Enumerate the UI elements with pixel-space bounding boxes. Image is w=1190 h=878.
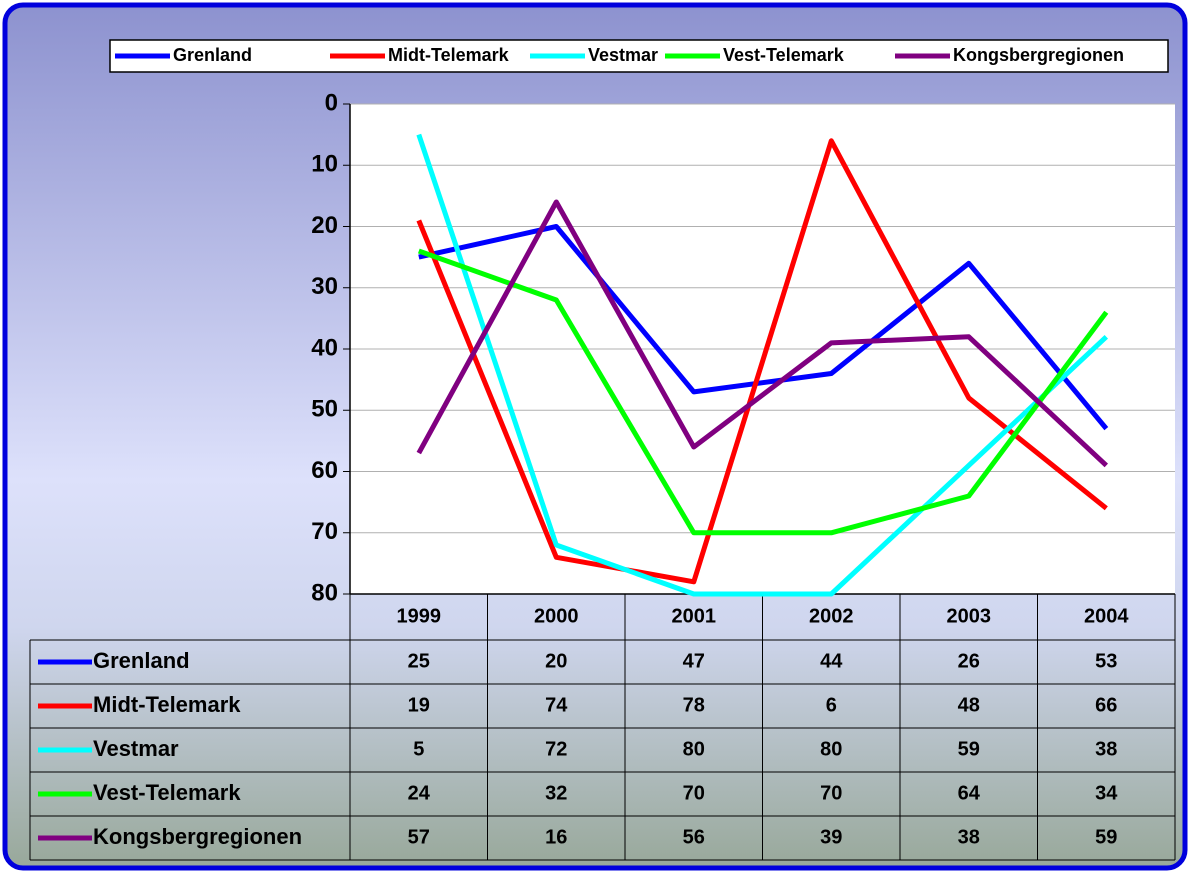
x-tick-label: 2003 xyxy=(947,605,992,627)
table-value: 66 xyxy=(1095,694,1117,716)
x-tick-label: 2004 xyxy=(1084,605,1129,627)
table-value: 38 xyxy=(1095,738,1117,760)
y-tick-label: 30 xyxy=(311,273,338,300)
table-value: 16 xyxy=(545,826,567,848)
series-line xyxy=(416,133,1109,597)
table-value: 56 xyxy=(683,826,705,848)
x-tick-label: 2002 xyxy=(809,605,854,627)
legend-label: Grenland xyxy=(173,45,252,65)
legend-label: Vestmar xyxy=(588,45,658,65)
table-value: 70 xyxy=(820,782,842,804)
table-value: 57 xyxy=(408,826,430,848)
series-line xyxy=(416,138,1108,585)
table-value: 59 xyxy=(958,738,980,760)
table-value: 80 xyxy=(820,738,842,760)
x-tick-label: 2001 xyxy=(672,605,717,627)
table-value: 5 xyxy=(413,738,424,760)
table-value: 72 xyxy=(545,738,567,760)
legend-label: Vest-Telemark xyxy=(723,45,845,65)
table-value: 64 xyxy=(958,782,981,804)
y-tick-label: 80 xyxy=(311,579,338,606)
table-value: 20 xyxy=(545,650,567,672)
table-value: 24 xyxy=(408,782,431,804)
table-value: 34 xyxy=(1095,782,1118,804)
table-value: 47 xyxy=(683,650,705,672)
table-value: 70 xyxy=(683,782,705,804)
table-value: 19 xyxy=(408,694,430,716)
y-tick-label: 0 xyxy=(325,89,338,116)
table-value: 44 xyxy=(820,650,843,672)
table-value: 25 xyxy=(408,650,430,672)
table-value: 39 xyxy=(820,826,842,848)
y-tick-label: 60 xyxy=(311,457,338,484)
y-tick-label: 20 xyxy=(311,212,338,239)
table-value: 80 xyxy=(683,738,705,760)
table-value: 78 xyxy=(683,694,705,716)
table-row-label: Grenland xyxy=(93,648,190,673)
legend-label: Kongsbergregionen xyxy=(953,45,1124,65)
y-tick-label: 50 xyxy=(311,396,338,423)
x-tick-label: 2000 xyxy=(534,605,579,627)
table-row-label: Vest-Telemark xyxy=(93,780,241,805)
series-line xyxy=(417,248,1109,536)
legend xyxy=(109,39,1169,73)
y-tick-label: 70 xyxy=(311,518,338,545)
table-row-label: Kongsbergregionen xyxy=(93,824,302,849)
table-value: 6 xyxy=(826,694,837,716)
x-tick-label: 1999 xyxy=(397,605,442,627)
y-tick-label: 40 xyxy=(311,334,338,361)
table-value: 26 xyxy=(958,650,980,672)
series-line xyxy=(418,224,1109,431)
table-value: 59 xyxy=(1095,826,1117,848)
series-line xyxy=(416,199,1109,468)
table-value: 38 xyxy=(958,826,980,848)
table-value: 74 xyxy=(545,694,568,716)
table-value: 32 xyxy=(545,782,567,804)
table-row-label: Midt-Telemark xyxy=(93,692,241,717)
table-row-label: Vestmar xyxy=(93,736,179,761)
legend-label: Midt-Telemark xyxy=(388,45,510,65)
table-value: 53 xyxy=(1095,650,1117,672)
table-value: 48 xyxy=(958,694,980,716)
y-tick-label: 10 xyxy=(311,151,338,178)
